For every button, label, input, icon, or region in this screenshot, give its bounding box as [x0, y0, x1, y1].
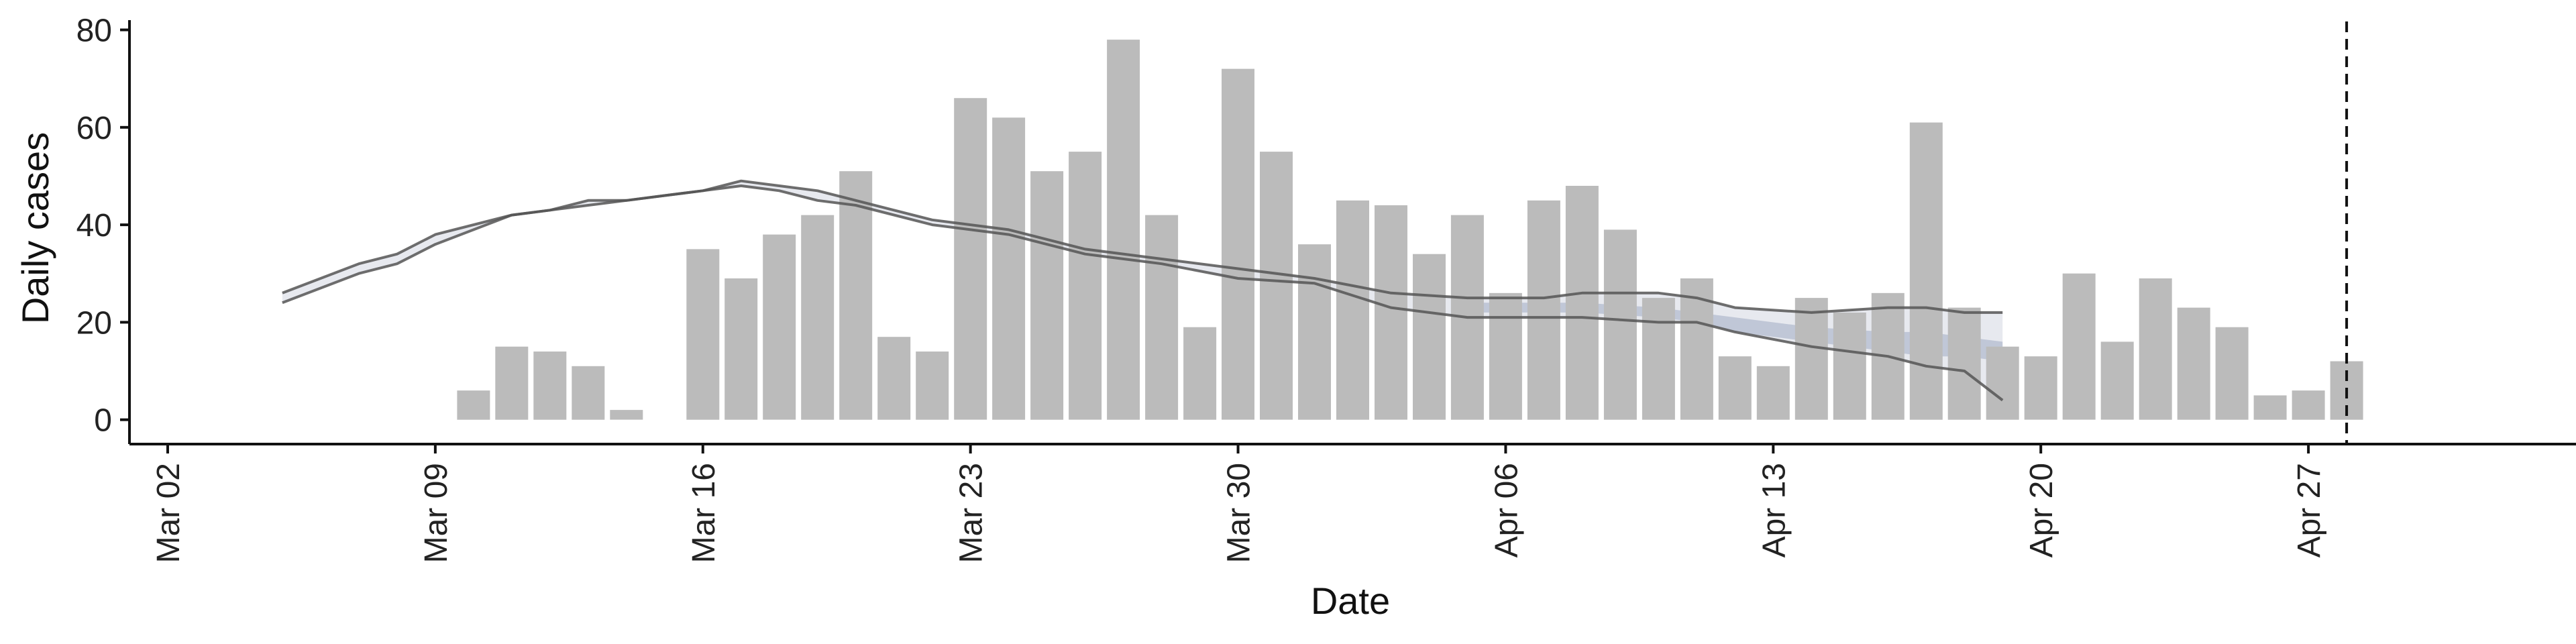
bar — [2100, 341, 2134, 420]
bar — [801, 215, 835, 420]
bar — [1222, 68, 1254, 420]
bar — [1145, 215, 1179, 420]
bar — [2215, 327, 2249, 420]
bar — [1336, 200, 1369, 420]
ci-lines — [282, 179, 2004, 402]
bar — [2177, 307, 2210, 420]
bar — [2024, 356, 2057, 420]
x-tick-label: Mar 23 — [954, 463, 989, 563]
bar — [2292, 390, 2325, 420]
bar — [1909, 122, 1943, 420]
bar — [1565, 186, 1599, 420]
bar — [572, 366, 605, 420]
y-tick-label: 40 — [76, 208, 112, 244]
bar — [2062, 273, 2096, 420]
bar — [1183, 327, 1217, 420]
bar — [2253, 395, 2287, 420]
y-tick-label: 20 — [76, 305, 112, 341]
ci-line-2 — [282, 184, 2004, 402]
bar — [724, 278, 758, 420]
bar — [763, 234, 796, 420]
bar — [2139, 278, 2172, 420]
x-tick-label: Apr 13 — [1756, 463, 1792, 557]
bar — [877, 337, 911, 420]
bar — [686, 249, 720, 420]
bar — [1986, 346, 2019, 420]
bar — [1260, 152, 1293, 420]
bar — [1107, 40, 1140, 420]
ci-line-1 — [282, 179, 2003, 314]
bar — [457, 390, 490, 420]
bar — [839, 171, 873, 420]
bar — [954, 98, 987, 420]
bar — [1413, 254, 1446, 420]
bar — [1794, 298, 1828, 420]
bar — [1833, 312, 1866, 420]
bar — [1756, 366, 1790, 420]
x-tick-label: Mar 09 — [419, 463, 454, 563]
bar — [1489, 292, 1522, 420]
bar — [610, 410, 643, 420]
bar — [1718, 356, 1752, 420]
bar — [916, 352, 949, 420]
bar — [1603, 229, 1637, 420]
bar-series — [457, 40, 2363, 420]
x-tick-label: Apr 06 — [1489, 463, 1524, 557]
axes: 0 20 40 60 80 Mar 02 Mar 09 Mar 16 Mar 23 Mar 30 A… — [76, 13, 2576, 563]
bar — [1947, 307, 1981, 420]
x-tick-label: Mar 02 — [151, 463, 186, 563]
bar — [1298, 244, 1331, 420]
x-tick-label: Apr 20 — [2024, 463, 2059, 557]
bar — [495, 346, 529, 420]
bar — [992, 117, 1026, 420]
x-tick-label: Mar 16 — [686, 463, 722, 563]
bar — [1527, 200, 1560, 420]
bar — [1030, 171, 1064, 420]
x-tick-label: Mar 30 — [1222, 463, 1257, 563]
bar — [1642, 298, 1675, 420]
bar — [1069, 152, 1102, 420]
bar — [533, 352, 567, 420]
y-axis-label: Daily cases — [14, 132, 56, 324]
y-tick-label: 80 — [76, 13, 112, 49]
x-axis-label: Date — [1311, 580, 1390, 622]
x-tick-label: Apr 27 — [2292, 463, 2327, 557]
y-tick-label: 60 — [76, 111, 112, 146]
y-tick-label: 0 — [94, 403, 112, 439]
bar — [1375, 205, 1407, 420]
